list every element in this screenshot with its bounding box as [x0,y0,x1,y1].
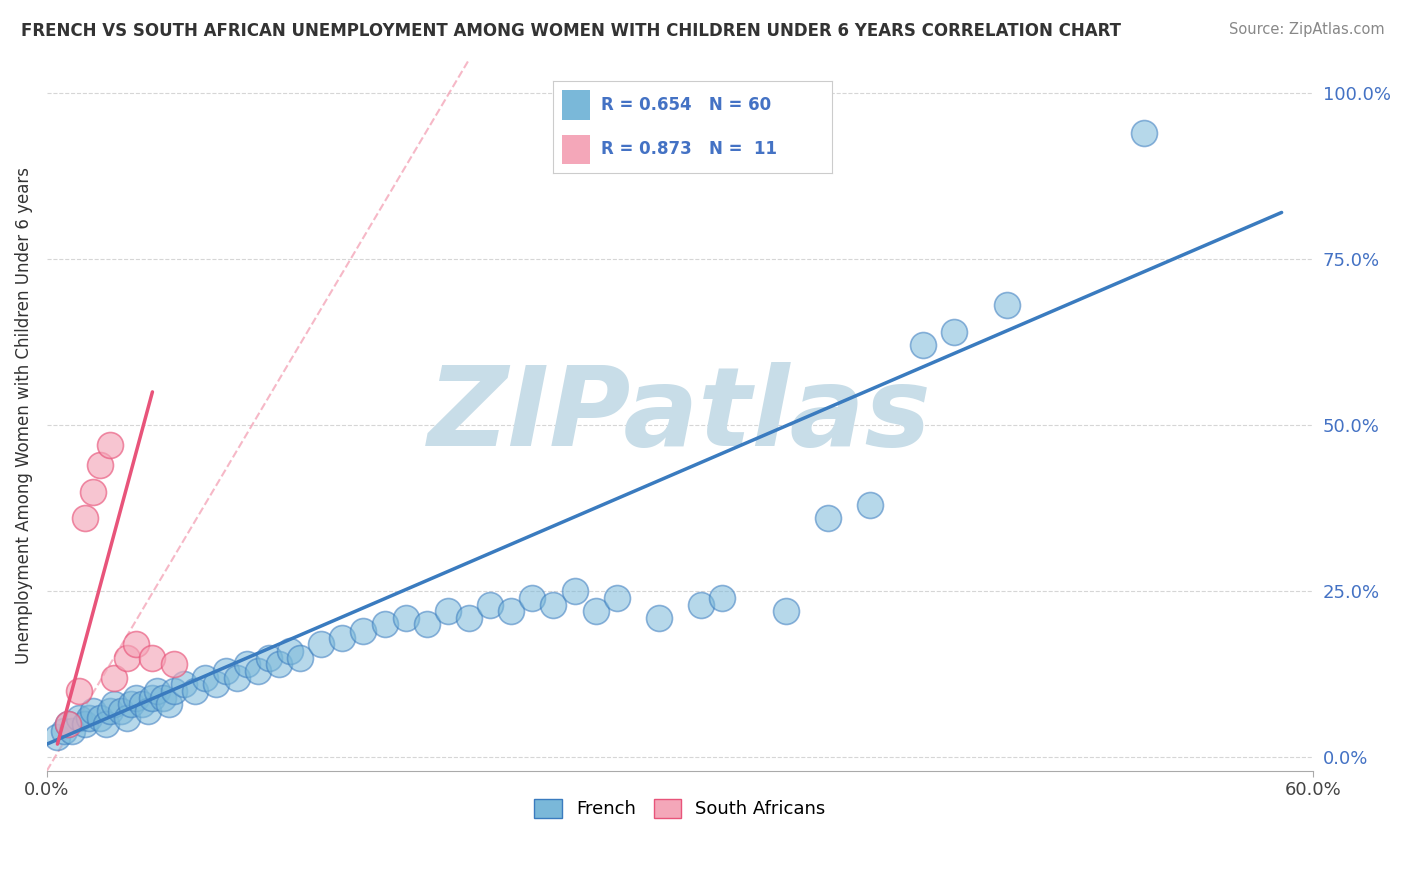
Point [775,604,797,618]
Point [103,698,125,712]
Point [817,511,839,525]
Point [278,644,301,658]
Point [110,704,132,718]
Text: FRENCH VS SOUTH AFRICAN UNEMPLOYMENT AMONG WOMEN WITH CHILDREN UNDER 6 YEARS COR: FRENCH VS SOUTH AFRICAN UNEMPLOYMENT AMO… [21,22,1121,40]
Point [183,684,205,698]
Point [257,650,280,665]
Text: Source: ZipAtlas.com: Source: ZipAtlas.com [1229,22,1385,37]
Point [173,677,195,691]
Point [162,657,184,672]
Point [162,684,184,698]
Point [225,671,247,685]
Point [374,617,396,632]
Point [416,617,439,632]
Point [585,604,607,618]
Point [56,717,79,731]
Point [141,650,163,665]
Legend: French, South Africans: French, South Africans [527,792,832,826]
Point [690,598,713,612]
Point [246,664,269,678]
Point [73,511,96,525]
Point [115,650,138,665]
Point [215,664,238,678]
Point [458,611,481,625]
Point [82,484,104,499]
Point [52,723,75,738]
Point [145,684,167,698]
Point [124,690,146,705]
Point [124,637,146,651]
Point [136,704,159,718]
Point [89,710,111,724]
Point [1133,126,1156,140]
Point [89,458,111,472]
Point [157,698,180,712]
Point [120,698,142,712]
Point [131,698,153,712]
Point [911,338,934,352]
Point [103,671,125,685]
Point [77,710,100,724]
Point [98,438,121,452]
Point [395,611,418,625]
Point [543,598,565,612]
Point [152,690,174,705]
Point [943,325,966,339]
Point [288,650,311,665]
Point [73,717,96,731]
Point [67,684,90,698]
Point [522,591,544,605]
Point [564,584,586,599]
Point [94,717,117,731]
Point [267,657,290,672]
Point [648,611,671,625]
Point [141,690,163,705]
Point [236,657,259,672]
Point [995,298,1018,312]
Y-axis label: Unemployment Among Women with Children Under 6 years: Unemployment Among Women with Children U… [15,167,32,664]
Point [204,677,226,691]
Point [56,717,79,731]
Point [332,631,354,645]
Point [606,591,628,605]
Point [859,498,882,512]
Point [311,637,333,651]
Point [60,723,83,738]
Point [98,704,121,718]
Text: ZIPatlas: ZIPatlas [429,361,932,468]
Point [501,604,523,618]
Point [46,731,69,745]
Point [67,710,90,724]
Point [711,591,734,605]
Point [353,624,375,639]
Point [115,710,138,724]
Point [479,598,502,612]
Point [82,704,104,718]
Point [437,604,460,618]
Point [194,671,217,685]
